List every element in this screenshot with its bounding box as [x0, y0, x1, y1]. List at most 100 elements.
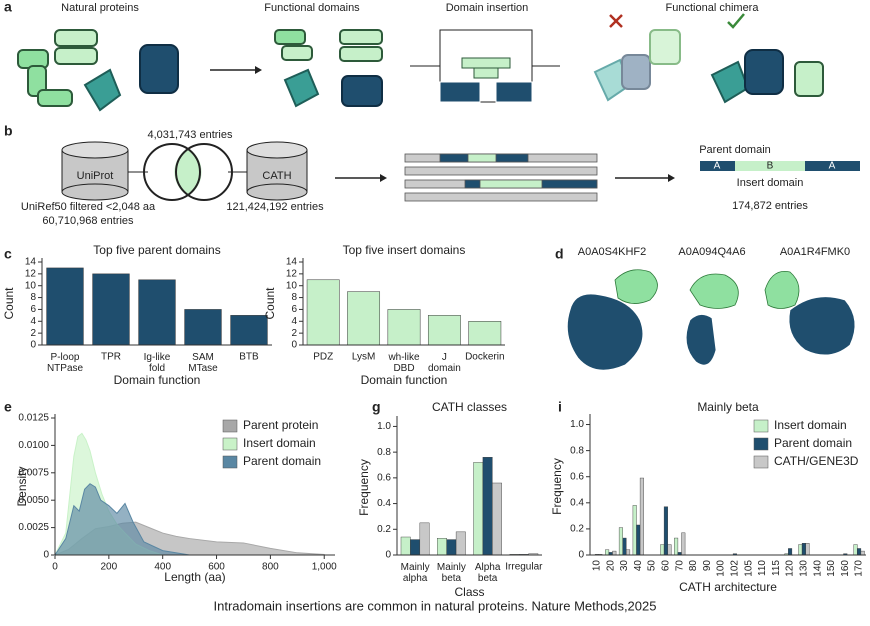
x-tick-label: Ig-like fold	[144, 352, 171, 374]
step-label: Functional chimera	[666, 2, 760, 14]
x-tick-label: 150	[826, 560, 837, 577]
legend-label: Insert domain	[243, 436, 316, 450]
panel-letter: g	[372, 399, 381, 415]
bar	[347, 291, 381, 346]
panel-letter: i	[558, 399, 562, 415]
panel-letter: b	[4, 123, 13, 139]
bar	[681, 532, 686, 556]
x-tick-label: SAM MTase	[188, 352, 218, 374]
y-tick-label: 2	[291, 328, 297, 339]
y-tick-label: 0.8	[570, 445, 584, 456]
y-tick-label: 1.0	[377, 421, 391, 432]
x-axis-label: Length (aa)	[164, 570, 225, 584]
x-tick-label: 600	[208, 562, 225, 573]
bar	[306, 279, 340, 346]
panel-letter: e	[4, 399, 12, 415]
bar	[468, 321, 502, 346]
x-axis-label: CATH architecture	[679, 580, 777, 594]
bar	[788, 548, 793, 556]
bar	[230, 315, 268, 346]
x-tick-label: Alpha beta	[475, 562, 501, 584]
y-axis-label: Frequency	[357, 459, 371, 516]
step-label: Functional domains	[264, 2, 360, 14]
y-tick-label: 0.2	[377, 524, 391, 535]
x-tick-label: TPR	[101, 352, 121, 363]
x-tick-label: 60	[661, 560, 672, 572]
bar	[419, 522, 430, 556]
x-tick-label: 70	[674, 560, 685, 572]
bar	[853, 544, 858, 556]
y-tick-label: 1.0	[570, 419, 584, 430]
y-tick-label: 0	[30, 340, 36, 351]
chart-title: Top five parent domains	[93, 243, 220, 257]
y-tick-label: 4	[291, 316, 297, 327]
chart-title: Top five insert domains	[343, 243, 466, 257]
legend-label: CATH/GENE3D	[774, 454, 859, 468]
bar	[805, 543, 810, 556]
y-axis-label: Count	[263, 287, 277, 320]
x-tick-label: 170	[854, 560, 865, 577]
bar	[138, 279, 176, 346]
y-tick-label: 6	[291, 304, 297, 315]
y-tick-label: 0.0125	[18, 413, 49, 424]
bar	[660, 544, 665, 556]
y-tick-label: 14	[286, 257, 298, 268]
x-tick-label: 80	[688, 560, 699, 572]
bar	[387, 309, 421, 346]
y-tick-label: 10	[286, 280, 298, 291]
bar	[92, 273, 130, 346]
y-tick-label: 12	[286, 268, 298, 279]
legend-label: Parent protein	[243, 418, 318, 432]
segment: A	[829, 161, 836, 172]
x-tick-label: 0	[52, 562, 58, 573]
insert-label: Insert domain	[737, 177, 804, 189]
protein-id: A0A1R4FMK0	[780, 246, 850, 258]
legend-label: Parent domain	[774, 436, 852, 450]
panel-b: 4,031,743 entries UniProt CATH UniRef50 …	[21, 129, 860, 227]
y-tick-label: 0.4	[570, 497, 584, 508]
bar	[798, 544, 803, 556]
x-tick-label: 120	[785, 560, 796, 577]
x-tick-label: BTB	[239, 352, 259, 363]
y-tick-label: 12	[25, 268, 37, 279]
parent-label: Parent domain	[699, 144, 771, 156]
density-area	[54, 483, 190, 556]
bar	[857, 548, 862, 556]
legend-swatch	[222, 455, 238, 469]
bar	[663, 506, 668, 556]
x-tick-label: 105	[743, 560, 754, 577]
bar	[427, 315, 461, 346]
x-tick-label: 400	[154, 562, 171, 573]
x-tick-label: 1,000	[312, 562, 337, 573]
overlap-count: 4,031,743 entries	[147, 129, 233, 141]
x-tick-label: 115	[771, 560, 782, 576]
bar	[605, 549, 610, 556]
segment: B	[767, 161, 774, 172]
y-tick-label: 0.0075	[18, 467, 49, 478]
db-count: 121,424,192 entries	[226, 201, 324, 213]
protein-id: A0A094Q4A6	[678, 246, 745, 258]
x-tick-label: 100	[716, 560, 727, 577]
x-axis-label: Domain function	[114, 373, 201, 387]
y-tick-label: 2	[30, 328, 36, 339]
panel-letter: a	[4, 0, 12, 15]
legend-swatch	[222, 419, 238, 433]
segment: A	[714, 161, 721, 172]
y-tick-label: 0.0100	[18, 440, 49, 451]
x-tick-label: 110	[757, 560, 768, 576]
x-tick-label: 200	[101, 562, 118, 573]
y-tick-label: 6	[30, 304, 36, 315]
db-name: CATH	[262, 170, 291, 182]
x-tick-label: 90	[702, 560, 713, 572]
y-tick-label: 0	[578, 550, 584, 561]
bar	[612, 550, 617, 556]
legend-swatch	[222, 437, 238, 451]
legend-swatch	[753, 437, 769, 451]
bar	[410, 539, 421, 556]
bar	[446, 539, 457, 556]
x-axis-label: Domain function	[361, 373, 448, 387]
panel-letter: d	[555, 246, 564, 262]
bar	[636, 524, 641, 556]
